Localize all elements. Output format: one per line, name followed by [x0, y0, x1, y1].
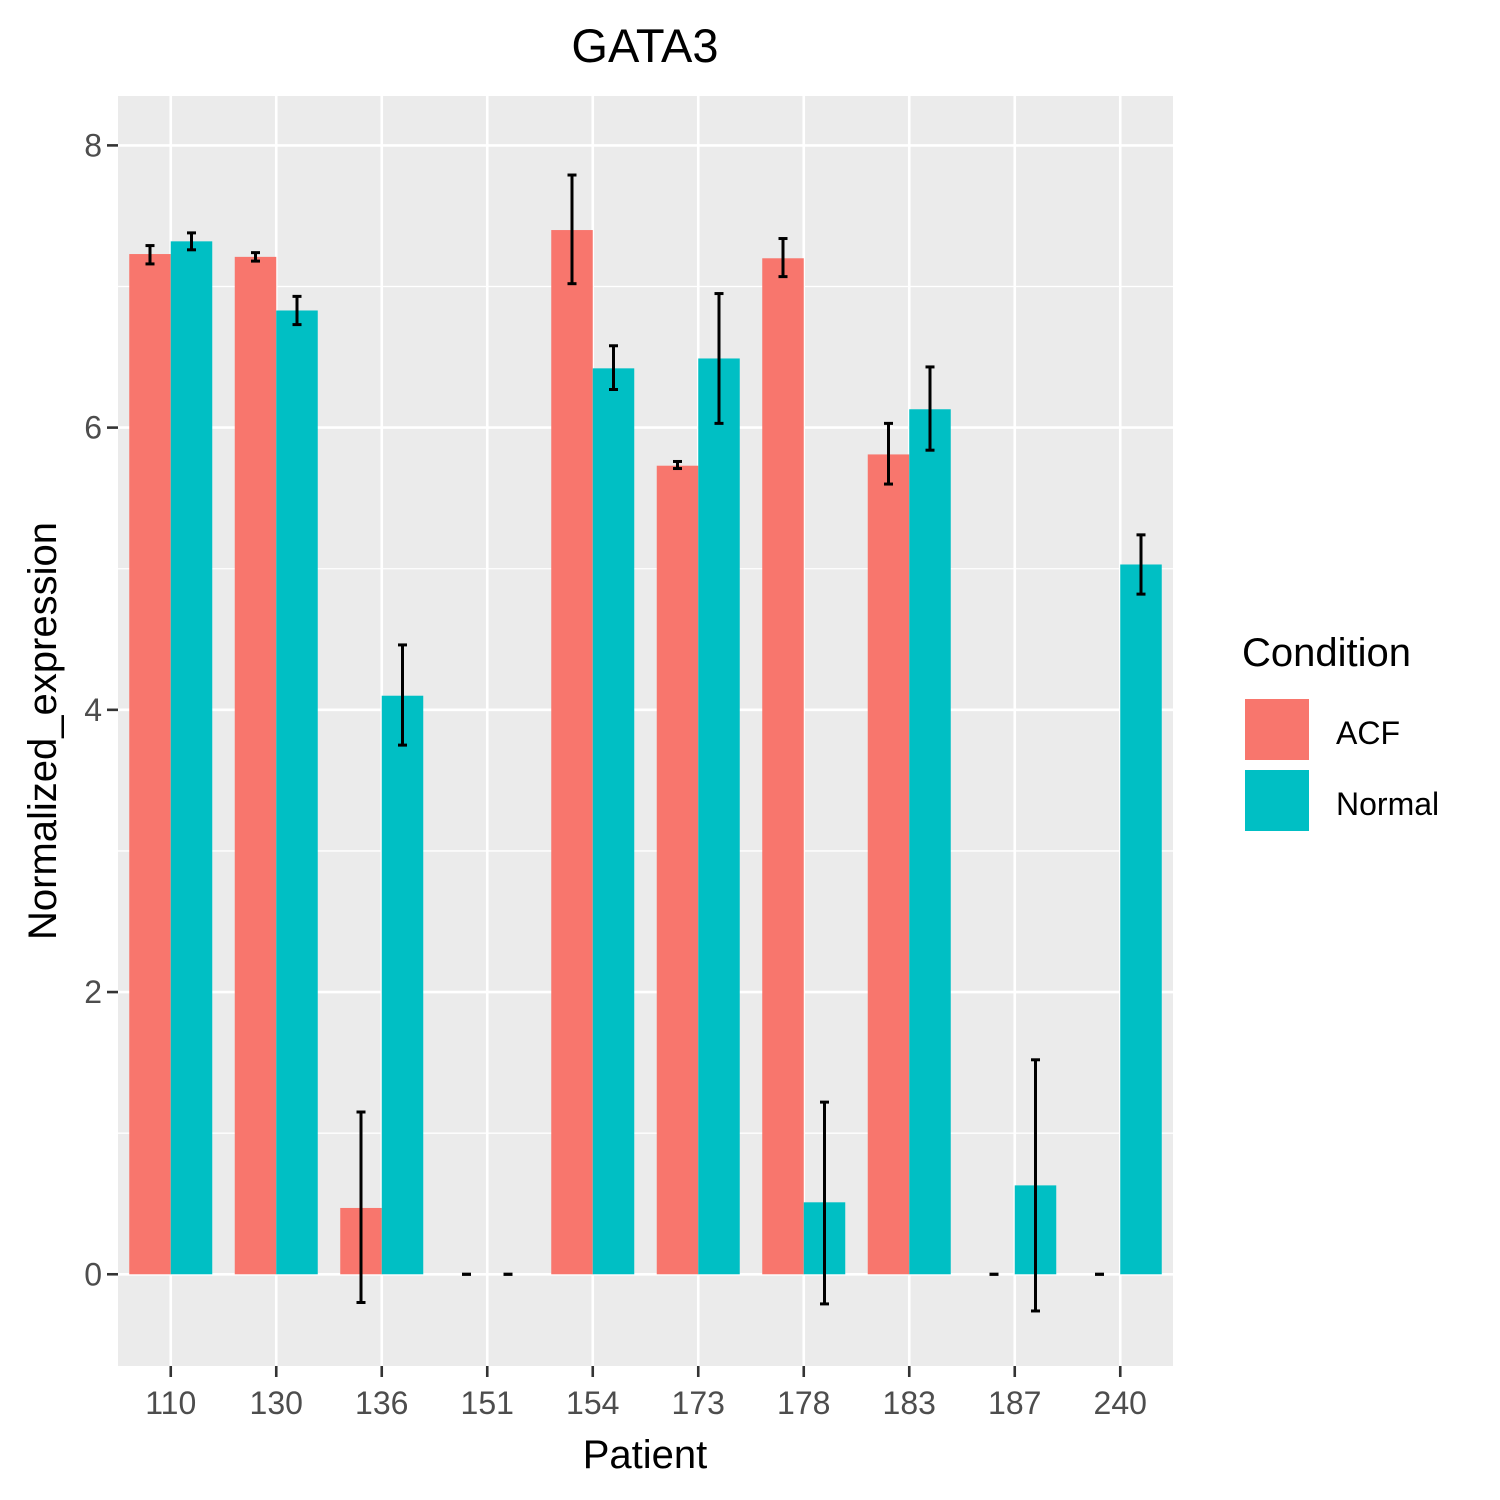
x-tick-label: 110 — [145, 1385, 196, 1421]
error-bar-acf-110 — [145, 244, 155, 266]
error-bar-acf-136 — [356, 1110, 366, 1304]
bar-acf-173 — [656, 465, 699, 1275]
error-bar-normal-183 — [925, 365, 935, 452]
x-tick-label: 154 — [566, 1385, 619, 1421]
error-bar-normal-136 — [398, 643, 407, 747]
legend-key-normal — [1245, 770, 1309, 831]
error-bar-acf-173 — [673, 459, 682, 471]
legend-label-normal: Normal — [1336, 786, 1439, 822]
x-tick-label: 136 — [355, 1385, 408, 1421]
error-bars — [145, 173, 1146, 1313]
error-bar-normal-187 — [1031, 1058, 1040, 1313]
chart-title: GATA3 — [571, 19, 718, 72]
error-bar-acf-130 — [251, 251, 260, 263]
x-tick-label: 178 — [777, 1385, 830, 1421]
bar-normal-240 — [1120, 564, 1162, 1275]
bar-acf-130 — [234, 256, 277, 1275]
y-tick-label: 4 — [84, 692, 102, 728]
bar-acf-154 — [551, 230, 593, 1275]
bar-normal-173 — [698, 358, 740, 1275]
legend-label-acf: ACF — [1336, 715, 1400, 751]
error-bar-normal-154 — [609, 344, 618, 392]
y-tick-label: 6 — [84, 410, 102, 446]
error-bar-acf-183 — [884, 421, 893, 486]
x-axis-title: Patient — [583, 1433, 708, 1477]
bars — [129, 230, 1162, 1275]
x-tick-label: 183 — [883, 1385, 936, 1421]
legend-key-acf — [1245, 699, 1309, 760]
bar-normal-154 — [592, 368, 635, 1275]
bar-acf-183 — [867, 454, 910, 1275]
legend-title: Condition — [1242, 631, 1411, 675]
error-bar-acf-154 — [567, 173, 577, 286]
x-tick-label: 151 — [461, 1385, 514, 1421]
error-bar-normal-173 — [714, 292, 724, 425]
x-tick-label: 130 — [250, 1385, 303, 1421]
x-tick-label: 187 — [988, 1385, 1041, 1421]
legend: Condition ACF Normal — [1242, 631, 1439, 834]
bar-normal-136 — [381, 695, 424, 1275]
bar-normal-183 — [909, 409, 951, 1275]
y-tick-label: 0 — [84, 1256, 102, 1292]
y-tick-label: 2 — [84, 974, 102, 1010]
y-axis-title: Normalized_expression — [21, 522, 65, 940]
error-bar-acf-178 — [778, 237, 788, 279]
legend-item-acf: ACF — [1242, 696, 1400, 763]
error-bar-normal-110 — [187, 231, 196, 252]
x-tick-label: 240 — [1094, 1385, 1147, 1421]
error-bar-normal-178 — [820, 1100, 829, 1306]
bar-normal-130 — [276, 310, 318, 1275]
legend-item-normal: Normal — [1242, 767, 1439, 834]
error-bar-normal-130 — [292, 294, 302, 327]
y-axis: 0 2 4 6 8 — [84, 127, 118, 1292]
x-axis: 110 130 136 151 154 173 178 183 187 240 — [145, 1366, 1147, 1421]
x-tick-label: 173 — [672, 1385, 725, 1421]
bar-acf-110 — [129, 254, 171, 1275]
error-bar-normal-240 — [1136, 533, 1146, 596]
bar-normal-110 — [170, 241, 213, 1275]
y-tick-label: 8 — [84, 127, 102, 163]
bar-acf-178 — [762, 258, 804, 1275]
